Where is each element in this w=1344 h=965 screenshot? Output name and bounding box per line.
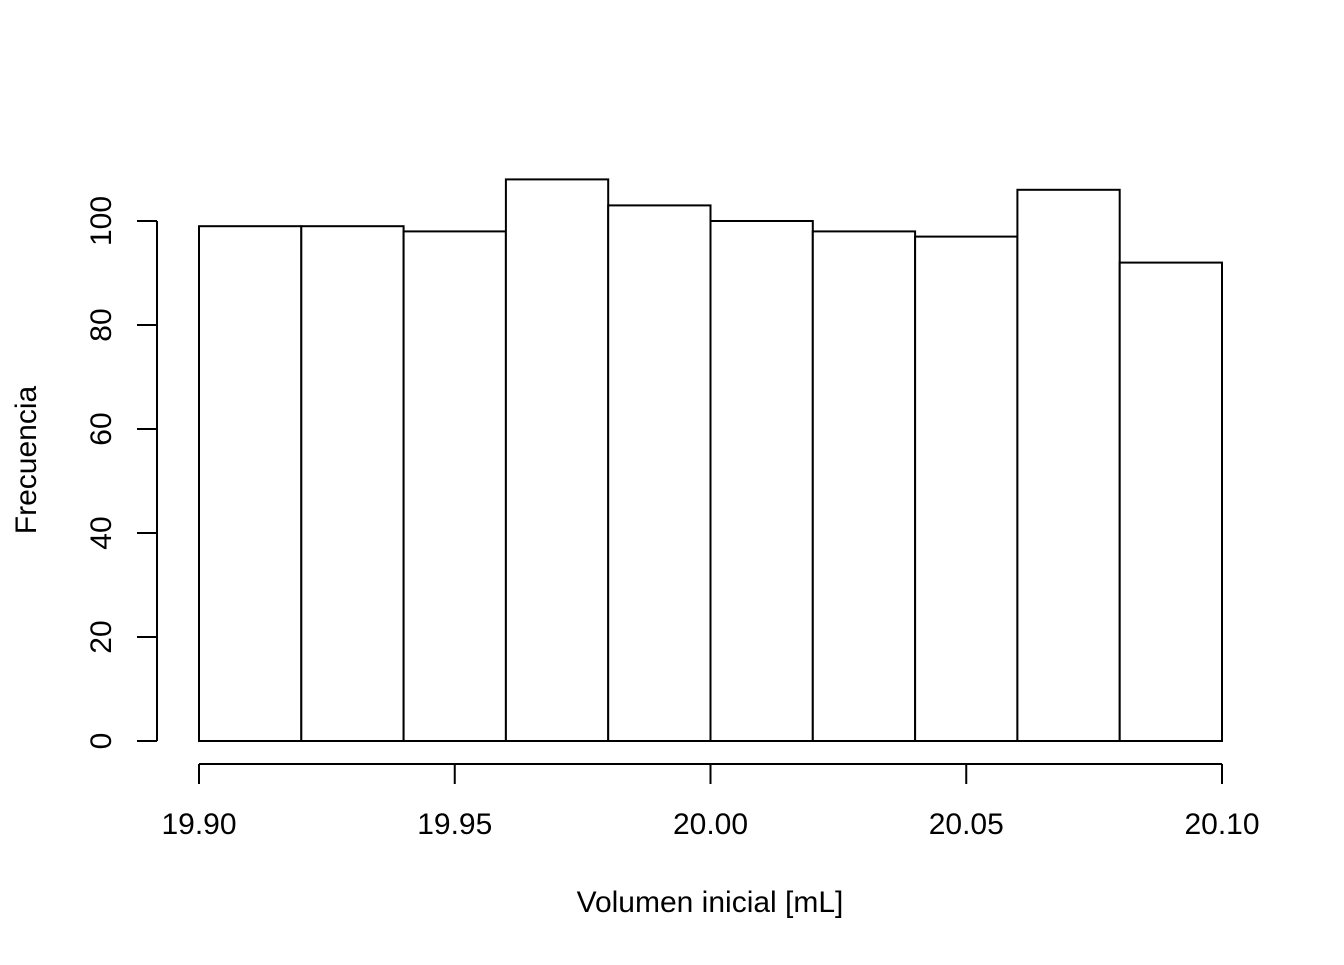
histogram-bar-3 — [402, 230, 507, 742]
y-tick-label: 60 — [85, 412, 118, 445]
y-axis-title: Frecuencia — [10, 385, 43, 534]
x-tick-label: 19.90 — [161, 808, 236, 841]
y-tick-label: 80 — [85, 308, 118, 341]
y-tick-label: 40 — [85, 516, 118, 549]
histogram-bar-10 — [1118, 261, 1223, 742]
x-tick-label: 20.00 — [673, 808, 748, 841]
histogram-bars — [198, 178, 1223, 743]
x-axis-title: Volumen inicial [mL] — [577, 886, 844, 919]
y-axis: 0 20 40 60 80 100 — [85, 196, 158, 750]
x-axis: 19.90 19.95 20.00 20.05 20.10 — [161, 763, 1260, 841]
histogram-bar-5 — [607, 204, 712, 742]
histogram-bar-8 — [914, 235, 1019, 742]
y-tick-label: 100 — [85, 196, 118, 246]
histogram-bar-7 — [811, 230, 917, 742]
x-tick-label: 19.95 — [417, 808, 492, 841]
x-tick-label: 20.10 — [1184, 808, 1259, 841]
histogram-bar-6 — [709, 220, 814, 742]
histogram-bar-1 — [198, 225, 303, 742]
histogram-bar-2 — [300, 225, 405, 742]
y-tick-label: 20 — [85, 620, 118, 653]
y-tick-label: 0 — [85, 733, 118, 750]
histogram-bar-4 — [504, 178, 610, 742]
x-tick-label: 20.05 — [929, 808, 1004, 841]
histogram-bar-9 — [1016, 188, 1121, 743]
